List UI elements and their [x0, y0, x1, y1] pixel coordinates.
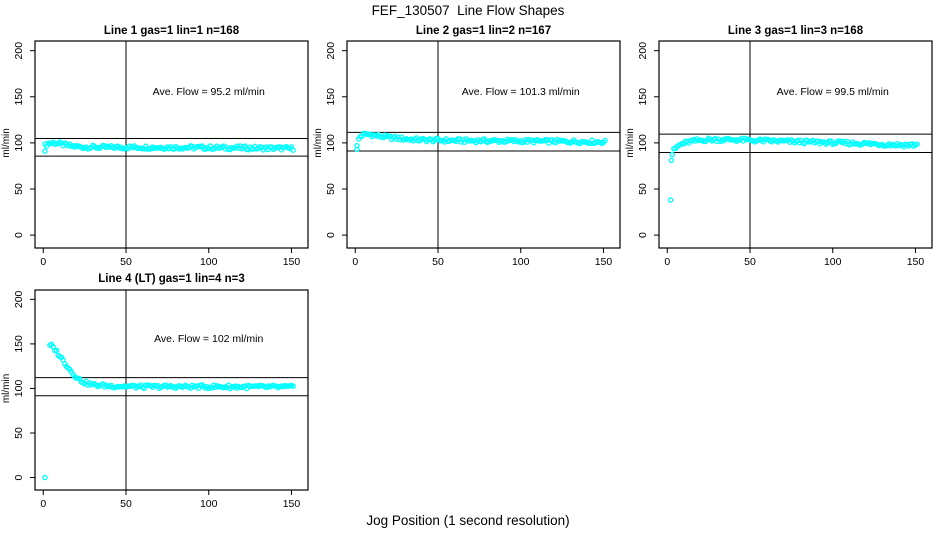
x-tick-label: 100 [200, 498, 218, 510]
y-tick-label: 100 [637, 134, 649, 152]
ave-flow-annotation: Ave. Flow = 99.5 ml/min [777, 86, 889, 98]
panel-line-1: 0 50 100 150 0 50 100 150 200 ml/min Line 1 gas=1 … [0, 20, 312, 270]
x-tick-label: 50 [432, 256, 444, 268]
y-tick-label: 200 [13, 42, 25, 60]
data-point [290, 383, 296, 389]
y-axis: 0 50 100 150 200 [637, 42, 659, 238]
ref-lines [659, 41, 932, 248]
ave-flow-annotation: Ave. Flow = 101.3 ml/min [462, 86, 580, 98]
panel-title: Line 4 (LT) gas=1 lin=4 n=3 [98, 273, 244, 285]
y-tick-label: 50 [13, 427, 25, 439]
y-tick-label: 0 [325, 232, 337, 238]
panel-line-3: 0 50 100 150 0 50 100 150 200 ml/min Line 3 gas=1 … [624, 20, 936, 270]
data-point [914, 141, 920, 147]
panel-line-4: 0 50 100 150 0 50 100 150 200 ml/min Line 4 (LT) g… [0, 268, 312, 518]
y-tick-label: 150 [637, 88, 649, 106]
y-tick-label: 150 [13, 335, 25, 353]
y-axis-label: ml/min [1, 374, 12, 403]
ave-flow-annotation: Ave. Flow = 102 ml/min [154, 333, 263, 345]
x-tick-label: 100 [824, 256, 842, 268]
ave-flow-annotation: Ave. Flow = 95.2 ml/min [153, 86, 265, 98]
outlier-point [42, 474, 48, 481]
data-points [667, 135, 920, 203]
x-tick-label: 150 [283, 256, 301, 268]
x-tick-label: 0 [40, 498, 46, 510]
plot-box [346, 40, 621, 249]
y-tick-label: 50 [325, 183, 337, 195]
data-point [53, 347, 60, 353]
x-tick-label: 150 [907, 256, 925, 268]
y-axis: 0 50 100 150 200 [13, 42, 35, 238]
y-tick-label: 50 [637, 183, 649, 195]
data-points [42, 341, 296, 481]
x-tick-label: 150 [283, 498, 301, 510]
y-tick-label: 150 [13, 88, 25, 106]
y-tick-label: 100 [325, 134, 337, 152]
panel-title: Line 2 gas=1 lin=2 n=167 [416, 25, 551, 37]
outlier-point [668, 157, 675, 164]
outlier-point [667, 197, 674, 203]
outlier-point [354, 142, 360, 149]
panel-line-2: 0 50 100 150 0 50 100 150 200 ml/min Line 2 gas=1 … [312, 20, 624, 270]
y-tick-label: 0 [13, 474, 25, 480]
y-axis-label: ml/min [625, 128, 636, 157]
outlier-point [42, 148, 48, 154]
y-tick-label: 150 [325, 88, 337, 106]
x-axis: 0 50 100 150 [40, 490, 300, 510]
x-axis: 0 50 100 150 [664, 248, 924, 268]
x-tick-label: 50 [120, 256, 132, 268]
y-tick-label: 0 [637, 232, 649, 238]
y-tick-label: 100 [13, 134, 25, 152]
panel-title: Line 3 gas=1 lin=3 n=168 [728, 25, 864, 37]
y-tick-label: 0 [13, 232, 25, 238]
x-tick-label: 100 [512, 256, 530, 268]
panel-title: Line 1 gas=1 lin=1 n=168 [104, 25, 240, 37]
x-tick-label: 50 [744, 256, 756, 268]
data-point [602, 137, 608, 144]
y-tick-label: 200 [13, 290, 25, 308]
chart-line-2: 0 50 100 150 0 50 100 150 200 ml/min Line 2 gas=1 … [313, 25, 621, 268]
ref-lines [347, 41, 620, 248]
data-point [669, 151, 675, 158]
chart-line-1: 0 50 100 150 0 50 100 150 200 ml/min Line 1 gas=1 … [1, 25, 309, 268]
y-tick-label: 200 [325, 42, 337, 60]
y-tick-label: 50 [13, 183, 25, 195]
ref-lines [35, 41, 308, 248]
data-point [290, 147, 296, 153]
y-tick-label: 100 [13, 380, 25, 398]
x-axis: 0 50 100 150 [352, 248, 612, 268]
data-points [354, 130, 608, 153]
y-axis: 0 50 100 150 200 [325, 42, 347, 238]
x-tick-label: 0 [40, 256, 46, 268]
x-tick-label: 50 [120, 498, 132, 510]
x-tick-label: 0 [664, 256, 670, 268]
figure-title: FEF_130507 Line Flow Shapes [371, 3, 565, 18]
y-axis-label: ml/min [1, 128, 12, 157]
x-axis: 0 50 100 150 [40, 248, 300, 268]
plot-box [34, 289, 309, 491]
chart-line-3: 0 50 100 150 0 50 100 150 200 ml/min Line 3 gas=1 … [625, 25, 933, 268]
x-tick-label: 150 [595, 256, 613, 268]
chart-line-4: 0 50 100 150 0 50 100 150 200 ml/min Line 4 (LT) g… [1, 273, 309, 510]
y-axis-label: ml/min [313, 128, 324, 157]
x-tick-label: 0 [352, 256, 358, 268]
y-axis: 0 50 100 150 200 [13, 290, 35, 480]
y-tick-label: 200 [637, 42, 649, 60]
x-tick-label: 100 [200, 256, 218, 268]
data-points [42, 139, 296, 154]
figure-xlabel: Jog Position (1 second resolution) [366, 513, 570, 528]
plot-box [658, 40, 933, 249]
plot-box [34, 40, 309, 249]
